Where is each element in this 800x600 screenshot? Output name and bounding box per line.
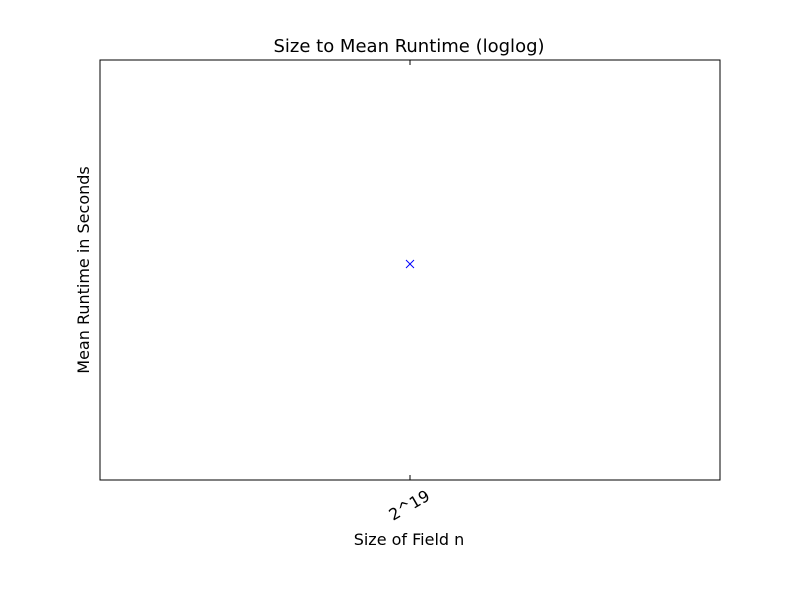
chart-title: Size to Mean Runtime (loglog) (273, 36, 544, 57)
data-point-x-marker (405, 259, 415, 269)
x-axis-label: Size of Field n (354, 530, 465, 549)
data-points (405, 259, 415, 269)
y-axis-label: Mean Runtime in Seconds (74, 166, 93, 373)
